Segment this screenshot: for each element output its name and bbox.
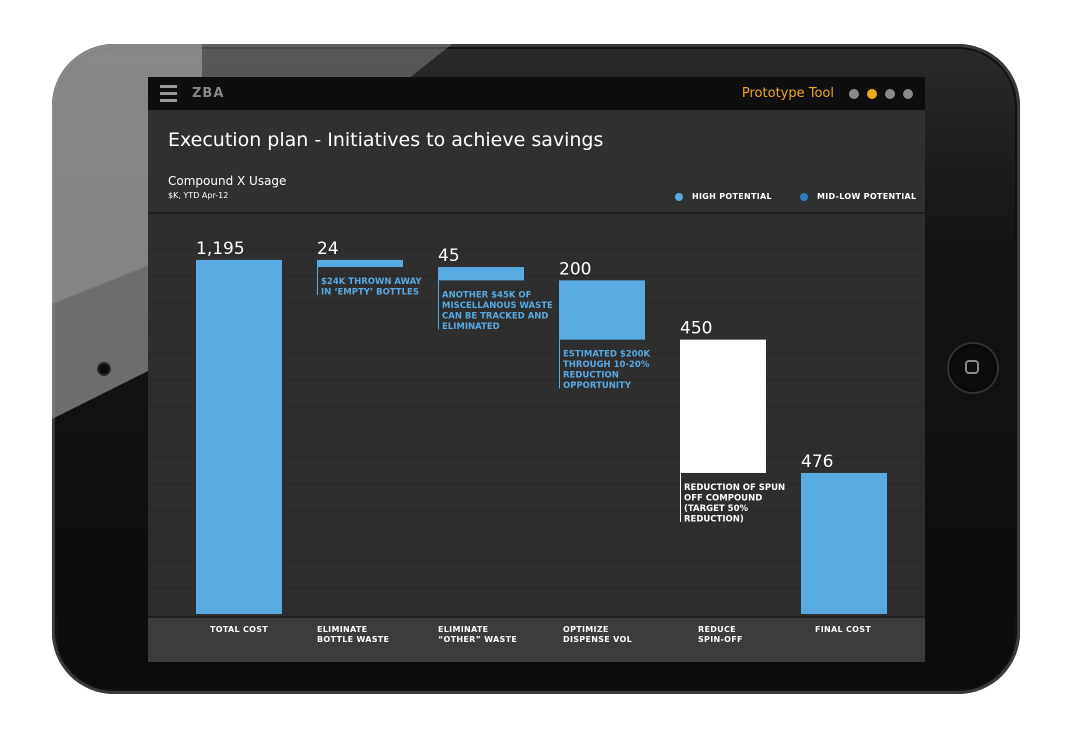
menu-icon[interactable] (160, 85, 177, 102)
legend-label-high: HIGH POTENTIAL (692, 192, 772, 201)
bar-annotation: ELIMINATED (442, 322, 500, 332)
bar-value-label: 45 (438, 246, 460, 266)
chart-subtitle: $K, YTD Apr-12 (168, 191, 229, 200)
bar-annotation: OFF COMPOUND (684, 493, 762, 503)
chart-title: Compound X Usage (168, 174, 287, 188)
camera (99, 364, 109, 374)
bar[interactable] (680, 339, 766, 473)
page-dot[interactable] (867, 89, 877, 99)
app-screen: ZBA Prototype Tool Execution plan - Init… (148, 77, 925, 662)
bar-value-label: 1,195 (196, 239, 245, 259)
x-tick-label: REDUCE SPIN-OFF (698, 625, 743, 644)
page-dot[interactable] (849, 89, 859, 99)
bar-value-label: 476 (801, 452, 833, 472)
bar-annotation: ESTIMATED $200K (563, 350, 651, 360)
x-tick-label: ELIMINATE BOTTLE WASTE (317, 625, 390, 644)
bar-value-label: 24 (317, 239, 339, 259)
bar[interactable] (317, 259, 403, 268)
bar[interactable] (438, 267, 524, 281)
bar-value-label: 200 (559, 259, 591, 279)
page-dot[interactable] (885, 89, 895, 99)
home-square-icon (965, 360, 979, 374)
bar-annotation: CAN BE TRACKED AND (442, 311, 548, 321)
mode-label: Prototype Tool (741, 86, 834, 101)
bar[interactable] (801, 472, 887, 614)
bar-annotation: OPPORTUNITY (563, 381, 632, 391)
legend-label-mid: MID-LOW POTENTIAL (817, 192, 917, 201)
x-tick-label: OPTIMIZE DISPENSE VOL (563, 625, 632, 644)
bar-annotation: THROUGH 10-20% (563, 360, 650, 370)
bar-annotation: IN ‘EMPTY’ BOTTLES (321, 288, 419, 298)
bar-annotation: MISCELLANOUS WASTE (442, 301, 553, 311)
x-tick-label: FINAL COST (815, 625, 872, 634)
page-title: Execution plan - Initiatives to achieve … (168, 129, 604, 151)
legend-swatch-mid (800, 192, 808, 201)
header-divider (148, 212, 925, 214)
page-dot[interactable] (903, 89, 913, 99)
page-indicator (849, 89, 913, 99)
home-button[interactable] (949, 344, 997, 392)
legend-swatch-high (675, 192, 683, 201)
bar-annotation: $24K THROWN AWAY (321, 277, 422, 287)
x-tick-label: TOTAL COST (210, 625, 269, 634)
x-axis-band (148, 616, 925, 662)
bar-value-label: 450 (680, 319, 712, 339)
bar[interactable] (196, 259, 282, 614)
top-bar: ZBA Prototype Tool (148, 77, 925, 110)
legend-item-high: HIGH POTENTIAL (675, 192, 772, 201)
bar-annotation: ANOTHER $45K OF (442, 290, 532, 300)
bar[interactable] (559, 280, 645, 340)
legend-item-mid: MID-LOW POTENTIAL (800, 192, 916, 201)
x-tick-label: ELIMINATE “OTHER” WASTE (438, 625, 518, 644)
bar-annotation: (TARGET 50% (684, 504, 749, 514)
bar-annotation: REDUCTION) (684, 514, 744, 524)
bar-annotation: REDUCTION (563, 371, 619, 381)
bar-annotation: REDUCTION OF SPUN (684, 483, 785, 493)
brand-label: ZBA (192, 86, 225, 101)
